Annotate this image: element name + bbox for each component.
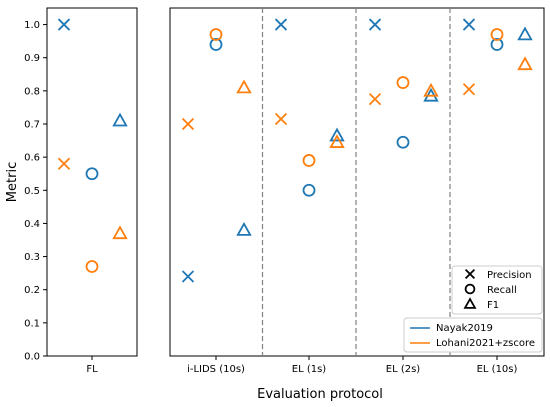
y-tick-label: 0.7 bbox=[24, 120, 40, 131]
legend-series: Nayak2019 Lohani2021+zscore bbox=[403, 317, 543, 353]
y-tick-label: 0.9 bbox=[24, 53, 40, 64]
point-f1-0-4 bbox=[517, 26, 533, 41]
point-f1-0-1 bbox=[236, 222, 252, 236]
y-tick-label: 0.6 bbox=[24, 153, 40, 164]
legend-f1-icon bbox=[463, 297, 477, 309]
y-tick-label: 0.2 bbox=[24, 285, 40, 296]
point-precision-1-2 bbox=[274, 112, 288, 126]
point-recall-0-0 bbox=[85, 167, 99, 181]
legend-nayak-label: Nayak2019 bbox=[436, 323, 493, 334]
point-f1-1-2 bbox=[329, 134, 345, 148]
point-recall-1-4 bbox=[490, 28, 504, 41]
panel-fl-frame bbox=[46, 7, 138, 357]
y-axis-label: Metric bbox=[5, 162, 20, 202]
point-f1-0-0 bbox=[112, 112, 128, 127]
legend-markers: Precision Recall F1 bbox=[451, 265, 543, 315]
point-precision-0-1 bbox=[181, 270, 195, 283]
point-precision-0-2 bbox=[274, 18, 288, 31]
legend-precision-icon bbox=[464, 268, 476, 280]
point-precision-1-1 bbox=[181, 117, 195, 131]
point-recall-1-2 bbox=[302, 154, 316, 167]
x-tick-label: i-LIDS (10s) bbox=[187, 364, 245, 375]
point-f1-1-4 bbox=[517, 56, 533, 71]
y-tick-label: 1.0 bbox=[24, 20, 40, 31]
legend-precision-label: Precision bbox=[487, 270, 532, 281]
point-f1-1-0 bbox=[112, 225, 128, 240]
point-f1-0-2 bbox=[329, 127, 345, 142]
data-marks bbox=[57, 18, 533, 283]
legend-series-box bbox=[403, 317, 543, 353]
x-tick-label: EL (1s) bbox=[292, 364, 327, 375]
legend-recall-icon bbox=[464, 283, 476, 295]
y-tick-label: 0.1 bbox=[24, 318, 40, 329]
x-tick-label: EL (10s) bbox=[477, 364, 518, 375]
point-recall-1-1 bbox=[209, 28, 223, 41]
point-precision-1-0 bbox=[57, 157, 71, 170]
point-recall-1-0 bbox=[85, 260, 99, 273]
y-tick-label: 0.0 bbox=[24, 352, 40, 363]
x-axis: FL i-LIDS (10s) EL (1s) EL (2s) EL (10s) bbox=[86, 356, 517, 375]
point-precision-1-4 bbox=[462, 83, 476, 96]
y-tick-label: 0.5 bbox=[24, 186, 40, 197]
point-recall-0-2 bbox=[302, 183, 316, 197]
y-tick-label: 0.4 bbox=[24, 219, 40, 230]
point-precision-1-3 bbox=[368, 93, 382, 106]
panel-main-frame bbox=[169, 7, 545, 357]
point-precision-0-0 bbox=[57, 18, 71, 31]
x-tick-label: EL (2s) bbox=[386, 364, 421, 375]
point-precision-0-3 bbox=[368, 18, 382, 31]
y-tick-label: 0.3 bbox=[24, 252, 40, 263]
y-axis: 0.0 0.1 0.2 0.3 0.4 0.5 0.6 0.7 0.8 0.9 1.0 bbox=[24, 20, 47, 363]
point-precision-0-4 bbox=[462, 18, 476, 31]
y-tick-label: 0.8 bbox=[24, 86, 40, 97]
legend-f1-label: F1 bbox=[487, 300, 499, 311]
point-recall-1-3 bbox=[396, 76, 410, 89]
point-f1-1-1 bbox=[236, 79, 252, 94]
point-f1-1-3 bbox=[423, 82, 439, 97]
point-recall-0-1 bbox=[209, 38, 223, 51]
x-axis-label: Evaluation protocol bbox=[257, 387, 383, 402]
x-tick-label: FL bbox=[86, 364, 98, 375]
legend-recall-label: Recall bbox=[487, 285, 517, 296]
point-recall-0-3 bbox=[396, 135, 410, 149]
legend-lohani-label: Lohani2021+zscore bbox=[436, 338, 535, 349]
point-recall-0-4 bbox=[490, 38, 504, 51]
